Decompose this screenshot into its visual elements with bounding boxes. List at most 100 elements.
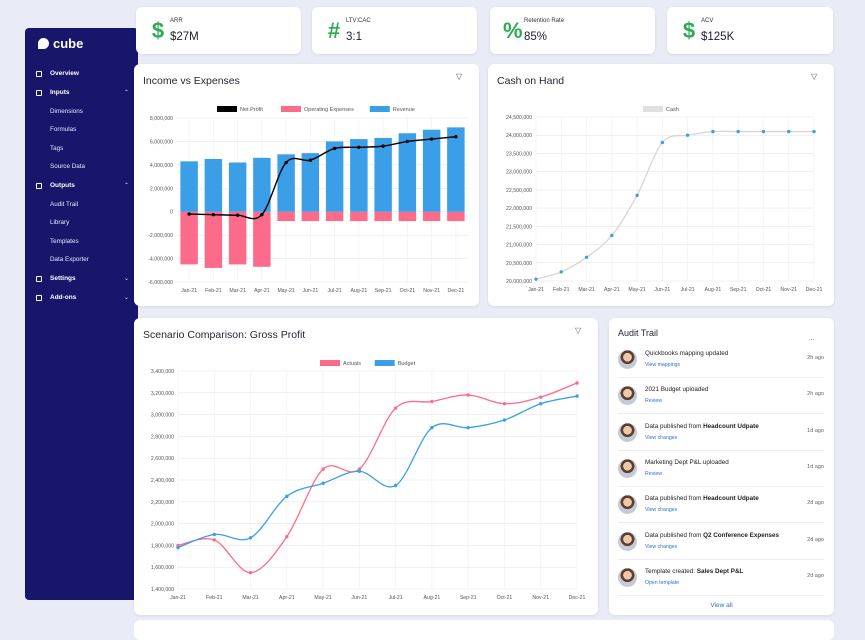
data-point [248, 570, 253, 575]
audit-text-main: 2021 Budget uploaded [645, 386, 709, 394]
y-tick-label: 0 [170, 210, 173, 216]
audit-link[interactable]: View changes [645, 543, 678, 550]
more-menu[interactable]: ... [808, 336, 814, 342]
filter-icon[interactable]: ▽ [811, 72, 818, 81]
x-tick-label: Jun-21 [302, 288, 318, 294]
y-tick-label: 24,500,000 [506, 115, 532, 121]
sidebar-subitem-source-data[interactable]: Source Data [50, 163, 86, 171]
audit-link[interactable]: View changes [645, 434, 678, 441]
sidebar-subitem-templates[interactable]: Templates [50, 237, 79, 245]
bar-revenue [301, 153, 320, 212]
y-tick-label: 3,000,000 [151, 413, 174, 419]
data-point [357, 145, 361, 149]
kpi-label: ACV [701, 18, 714, 24]
y-tick-label: 6,000,000 [150, 139, 173, 145]
audit-time: 2h ago [807, 355, 824, 361]
y-tick-label: 4,000,000 [150, 163, 173, 169]
view-all-link[interactable]: View all [710, 602, 733, 609]
audit-item: Marketing Dept P&L uploaded Review 1d ago [618, 451, 824, 487]
avatar [618, 495, 637, 515]
x-tick-label: Mar-21 [578, 287, 595, 293]
filter-icon[interactable]: ▽ [456, 72, 463, 81]
filter-icon[interactable]: ▽ [575, 326, 582, 335]
x-tick-label: Sep-21 [730, 287, 747, 293]
data-point [357, 469, 362, 473]
data-point [211, 212, 216, 217]
sidebar-subitem-library[interactable]: Library [50, 219, 70, 227]
sidebar: cube Overview Inputs ⌃ Dimensions Formulas Ta… [25, 28, 138, 600]
audit-text-bold: Headcount Udpate [703, 422, 759, 430]
data-point [321, 467, 325, 471]
hash-icon: # [327, 18, 341, 43]
data-point [454, 135, 458, 139]
chart-title: Cash on Hand [497, 75, 565, 87]
legend-swatch [217, 106, 237, 112]
sidebar-item-add-ons[interactable]: Add-ons ⌄ [25, 288, 138, 307]
data-point [235, 213, 240, 217]
data-point [285, 534, 289, 539]
x-tick-label: May-21 [628, 287, 645, 293]
y-tick-label: 24,000,000 [506, 133, 532, 139]
audit-time: 1d ago [807, 427, 824, 434]
bar-revenue [204, 159, 223, 212]
x-tick-label: Jun-21 [654, 287, 670, 293]
x-tick-label: Nov-21 [423, 288, 440, 294]
y-tick-label: 1,800,000 [151, 543, 174, 549]
y-tick-label: 2,000,000 [151, 522, 174, 528]
y-tick-label: 1,400,000 [151, 587, 174, 593]
sidebar-subitem-tags[interactable]: Tags [50, 144, 64, 152]
sidebar-subitem-data-exporter[interactable]: Data Exporter [50, 256, 89, 264]
bar-operating-expenses [228, 211, 247, 265]
legend-label: Actuals [343, 361, 361, 367]
sidebar-item-outputs[interactable]: Outputs ⌃ [25, 176, 138, 195]
dollar-icon: $ [682, 18, 696, 43]
audit-link[interactable]: View mappings [645, 362, 681, 368]
kpi-label: ARR [170, 18, 183, 24]
data-point [308, 158, 313, 162]
sidebar-subitem-formulas[interactable]: Formulas [50, 126, 77, 134]
brand-logo[interactable]: cube [38, 36, 83, 51]
percent-icon: % [503, 18, 523, 43]
avatar [618, 567, 637, 587]
audit-link[interactable]: View changes [645, 507, 678, 514]
data-point [736, 129, 740, 134]
legend-label: Cash [666, 107, 679, 113]
audit-text-main: Data published from [645, 495, 704, 503]
sidebar-item-inputs[interactable]: Inputs ⌃ [25, 83, 138, 102]
sidebar-nav: Overview Inputs ⌃ Dimensions Formulas Tags Sou… [25, 64, 138, 307]
grid-icon [36, 70, 42, 77]
sidebar-item-settings[interactable]: Settings ⌄ [25, 269, 138, 288]
data-point [405, 139, 410, 144]
x-tick-label: Jul-21 [328, 288, 342, 294]
data-point [332, 146, 337, 151]
audit-link[interactable]: Open template [645, 579, 680, 586]
x-tick-label: Dec-21 [569, 595, 586, 601]
income-vs-expenses-card: Income vs Expenses ▽ 8,000,000 6,000,000 4… [134, 64, 479, 306]
x-tick-label: Aug-21 [351, 288, 368, 294]
legend-swatch [281, 106, 301, 112]
data-point [502, 418, 507, 422]
x-tick-label: Jan-21 [181, 288, 197, 294]
audit-link[interactable]: Review [645, 470, 663, 477]
audit-text: Data published from Headcount Udpate [645, 423, 759, 430]
sidebar-item-label: Inputs [50, 89, 70, 96]
sidebar-subitem-dimensions[interactable]: Dimensions [50, 107, 83, 115]
data-point [285, 494, 289, 499]
sidebar-subitem-audit-trail[interactable]: Audit Trail [50, 200, 78, 208]
kpi-card-retention: % Retention Rate 85% [490, 7, 655, 54]
data-point [466, 393, 470, 397]
x-tick-label: Jan-21 [170, 595, 186, 601]
bar-operating-expenses [325, 211, 344, 222]
data-point [393, 406, 398, 410]
y-tick-label: 21,500,000 [506, 224, 532, 230]
addon-icon [36, 294, 42, 301]
audit-item: Data published from Q2 Conference Expens… [618, 524, 824, 560]
kpi-card-arr: $ ARR $27M [136, 7, 301, 54]
data-point [610, 233, 614, 238]
cash-chart: 24,500,000 24,000,000 23,500,000 23,000,000… [506, 106, 822, 293]
sidebar-item-overview[interactable]: Overview [25, 64, 138, 83]
audit-link[interactable]: Review [645, 398, 663, 405]
kpi-value: 3:1 [346, 31, 362, 43]
x-tick-label: Apr-21 [254, 288, 270, 294]
audit-text-main: Quickbooks mapping updated [645, 350, 729, 357]
